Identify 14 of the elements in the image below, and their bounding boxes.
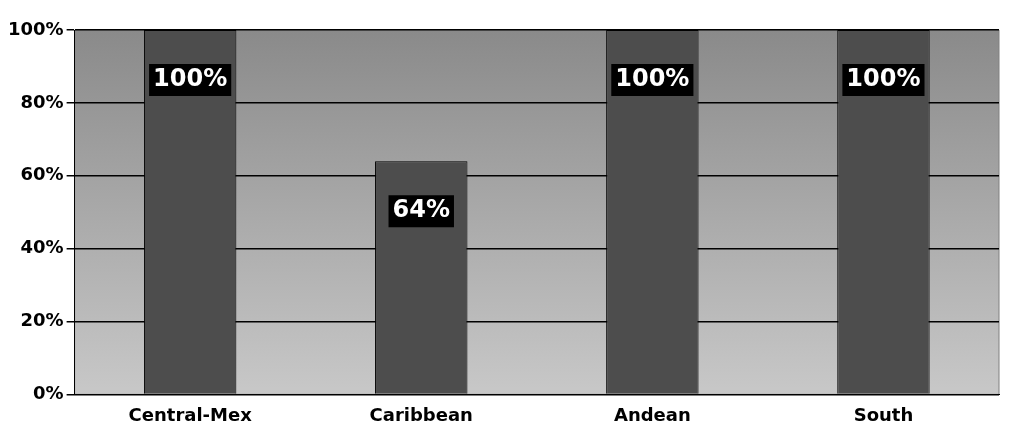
data-label: 100% (153, 64, 228, 93)
y-tick-label: 80% (20, 90, 64, 112)
x-tick-label: South (853, 403, 914, 425)
data-label: 100% (615, 64, 690, 93)
y-tick-label: 20% (20, 309, 64, 331)
y-tick-label: 60% (20, 163, 64, 185)
x-tick-label: Caribbean (369, 403, 473, 425)
x-tick-label: Central-Mex (128, 403, 253, 425)
data-label: 64% (392, 195, 450, 224)
y-tick-label: 40% (20, 236, 64, 258)
y-tick-label: 100% (8, 17, 64, 39)
y-tick-label: 0% (33, 382, 64, 404)
x-tick-label: Andean (613, 403, 691, 425)
data-label: 100% (846, 64, 921, 93)
